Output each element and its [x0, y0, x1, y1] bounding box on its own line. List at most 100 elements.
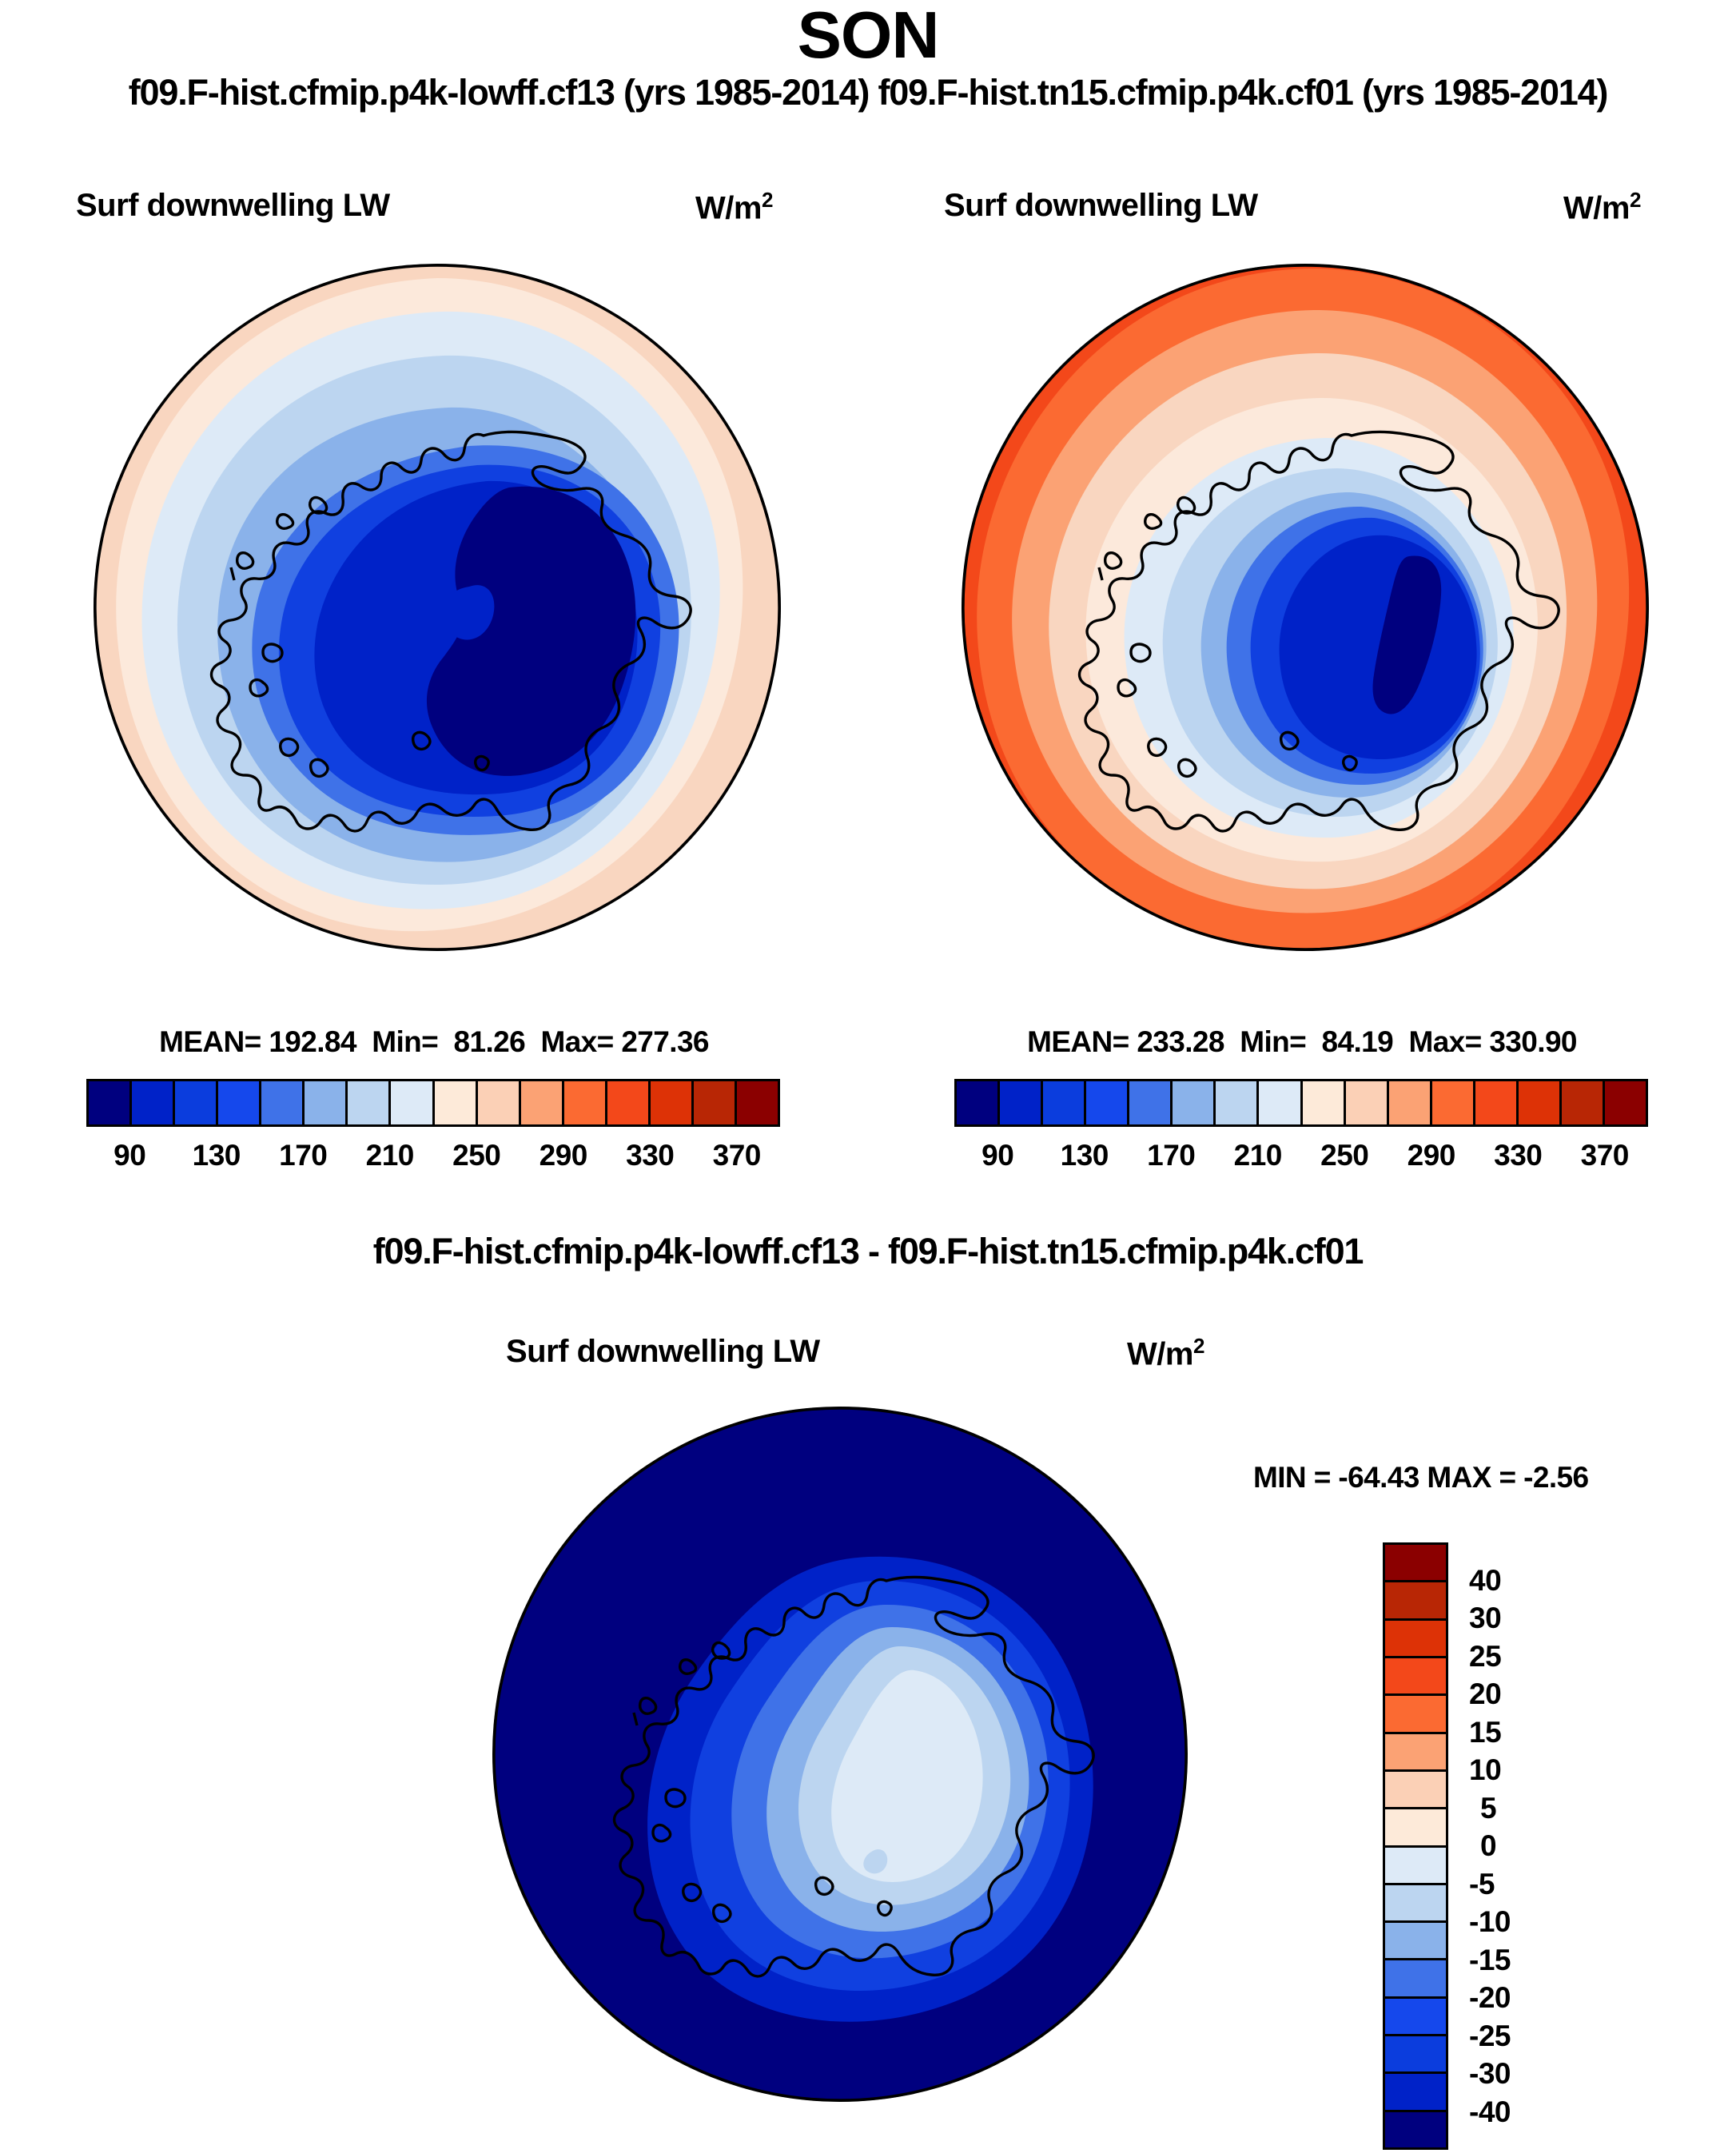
- colorbar-tick: 40: [1469, 1563, 1502, 1597]
- colorbar-cell: [1302, 1081, 1346, 1124]
- colorbar-cell: [218, 1081, 262, 1124]
- colorbar-cell: [89, 1081, 133, 1124]
- colorbar-tick: -15: [1469, 1943, 1511, 1976]
- colorbar-cell: [1385, 1658, 1446, 1697]
- panel-right-variable-label: Surf downwelling LW: [944, 188, 1258, 223]
- panel-diff-unit-label: W/m2: [1127, 1334, 1204, 1372]
- colorbar-cell: [305, 1081, 348, 1124]
- colorbar-tick: -40: [1469, 2095, 1511, 2128]
- colorbar-cell: [175, 1081, 219, 1124]
- colorbar-cell: [1173, 1081, 1216, 1124]
- colorbar-tick: 170: [1147, 1139, 1196, 1172]
- colorbar-cell: [1086, 1081, 1130, 1124]
- colorbar-tick: 30: [1469, 1602, 1502, 1634]
- map-right[interactable]: [962, 264, 1649, 951]
- colorbar-cell: [957, 1081, 1001, 1124]
- panel-right-unit-text: W/m: [1563, 190, 1630, 226]
- colorbar-cell: [391, 1081, 435, 1124]
- colorbar-cell: [563, 1081, 607, 1124]
- colorbar-right-ticks: 90 130 170 210 250 290 330 370: [954, 1139, 1648, 1184]
- panel-left-variable-label: Surf downwelling LW: [76, 188, 390, 223]
- colorbar-cell: [1385, 2036, 1446, 2075]
- colorbar-tick: 250: [452, 1139, 501, 1172]
- coastline-difference: [612, 1575, 1095, 1978]
- colorbar-cell: [132, 1081, 176, 1124]
- colorbar-tick: -10: [1469, 1905, 1511, 1938]
- colorbar-left[interactable]: [86, 1079, 780, 1127]
- colorbar-cell: [607, 1081, 651, 1124]
- page-title: SON: [797, 0, 940, 72]
- difference-subtitle: f09.F-hist.cfmip.p4k-lowff.cf13 - f09.F-…: [372, 1231, 1364, 1272]
- coastline-left: [209, 430, 692, 833]
- colorbar-cell: [1385, 2111, 1446, 2147]
- colorbar-cell: [1000, 1081, 1044, 1124]
- colorbar-cell: [1043, 1081, 1087, 1124]
- colorbar-tick: 5: [1480, 1791, 1497, 1825]
- colorbar-tick: 330: [1494, 1139, 1543, 1172]
- panel-diff-stats: MIN = -64.43 MAX = -2.56: [1253, 1461, 1589, 1494]
- map-difference-boundary: [492, 1407, 1188, 2102]
- map-left-contours: [94, 264, 781, 951]
- map-right-boundary: [962, 264, 1649, 951]
- colorbar-cell: [1561, 1081, 1605, 1124]
- colorbar-tick: 330: [626, 1139, 675, 1172]
- colorbar-cell: [1385, 1847, 1446, 1885]
- map-difference-contours: [492, 1407, 1188, 2102]
- colorbar-cell: [1385, 1884, 1446, 1924]
- colorbar-cell: [1345, 1081, 1389, 1124]
- colorbar-difference-ticks: 40 30 25 20 15 10 5 0 -5 -10 -15 -20 -25…: [1469, 1542, 1597, 2150]
- colorbar-difference[interactable]: [1383, 1542, 1448, 2150]
- colorbar-cell: [1604, 1081, 1646, 1124]
- colorbar-tick: 15: [1469, 1715, 1502, 1749]
- colorbar-tick: 210: [365, 1139, 415, 1172]
- colorbar-cell: [520, 1081, 564, 1124]
- panel-left-unit-label: W/m2: [695, 188, 773, 226]
- panel-left-stats: MEAN= 192.84 Min= 81.26 Max= 277.36: [159, 1025, 709, 1058]
- colorbar-cell: [1385, 1733, 1446, 1772]
- map-difference[interactable]: [492, 1407, 1188, 2102]
- panel-diff-unit-text: W/m: [1127, 1336, 1193, 1372]
- colorbar-cell: [650, 1081, 694, 1124]
- colorbar-cell: [348, 1081, 392, 1124]
- colorbar-cell: [1216, 1081, 1260, 1124]
- panel-left: Surf downwelling LW W/m2: [0, 0, 868, 1199]
- colorbar-tick: 130: [192, 1139, 241, 1172]
- colorbar-tick: 10: [1469, 1753, 1502, 1786]
- colorbar-tick: -30: [1469, 2057, 1511, 2090]
- colorbar-cell: [1385, 1998, 1446, 2037]
- panel-diff-variable-label: Surf downwelling LW: [506, 1334, 820, 1369]
- panel-right-unit-label: W/m2: [1563, 188, 1641, 226]
- colorbar-cell: [693, 1081, 737, 1124]
- colorbar-cell: [1385, 1620, 1446, 1658]
- colorbar-cell: [1385, 1545, 1446, 1583]
- colorbar-cell: [1388, 1081, 1432, 1124]
- colorbar-tick: 290: [1407, 1139, 1456, 1172]
- colorbar-tick: 370: [712, 1139, 762, 1172]
- colorbar-tick: 170: [279, 1139, 328, 1172]
- panel-diff-unit-exponent: 2: [1193, 1334, 1204, 1358]
- colorbar-cell: [1129, 1081, 1173, 1124]
- colorbar-cell: [1385, 1960, 1446, 1999]
- map-left-boundary: [94, 264, 781, 951]
- colorbar-cell: [1518, 1081, 1562, 1124]
- colorbar-cell: [1385, 1582, 1446, 1621]
- colorbar-cell: [477, 1081, 521, 1124]
- colorbar-tick: -5: [1469, 1867, 1495, 1900]
- colorbar-tick: 250: [1320, 1139, 1369, 1172]
- colorbar-tick: 290: [539, 1139, 588, 1172]
- panel-right: Surf downwelling LW W/m2: [868, 0, 1736, 1199]
- colorbar-cell: [1431, 1081, 1475, 1124]
- colorbar-tick: 210: [1233, 1139, 1283, 1172]
- colorbar-tick: 130: [1060, 1139, 1109, 1172]
- colorbar-right[interactable]: [954, 1079, 1648, 1127]
- map-left[interactable]: [94, 264, 781, 951]
- colorbar-tick: 90: [113, 1139, 146, 1172]
- colorbar-tick: 20: [1469, 1677, 1502, 1710]
- colorbar-tick: 0: [1480, 1829, 1497, 1862]
- panel-right-unit-exponent: 2: [1629, 188, 1641, 212]
- panel-left-unit-text: W/m: [695, 190, 762, 226]
- colorbar-cell: [1385, 1809, 1446, 1848]
- colorbar-tick: 90: [981, 1139, 1014, 1172]
- colorbar-left-ticks: 90 130 170 210 250 290 330 370: [86, 1139, 780, 1184]
- colorbar-cell: [736, 1081, 778, 1124]
